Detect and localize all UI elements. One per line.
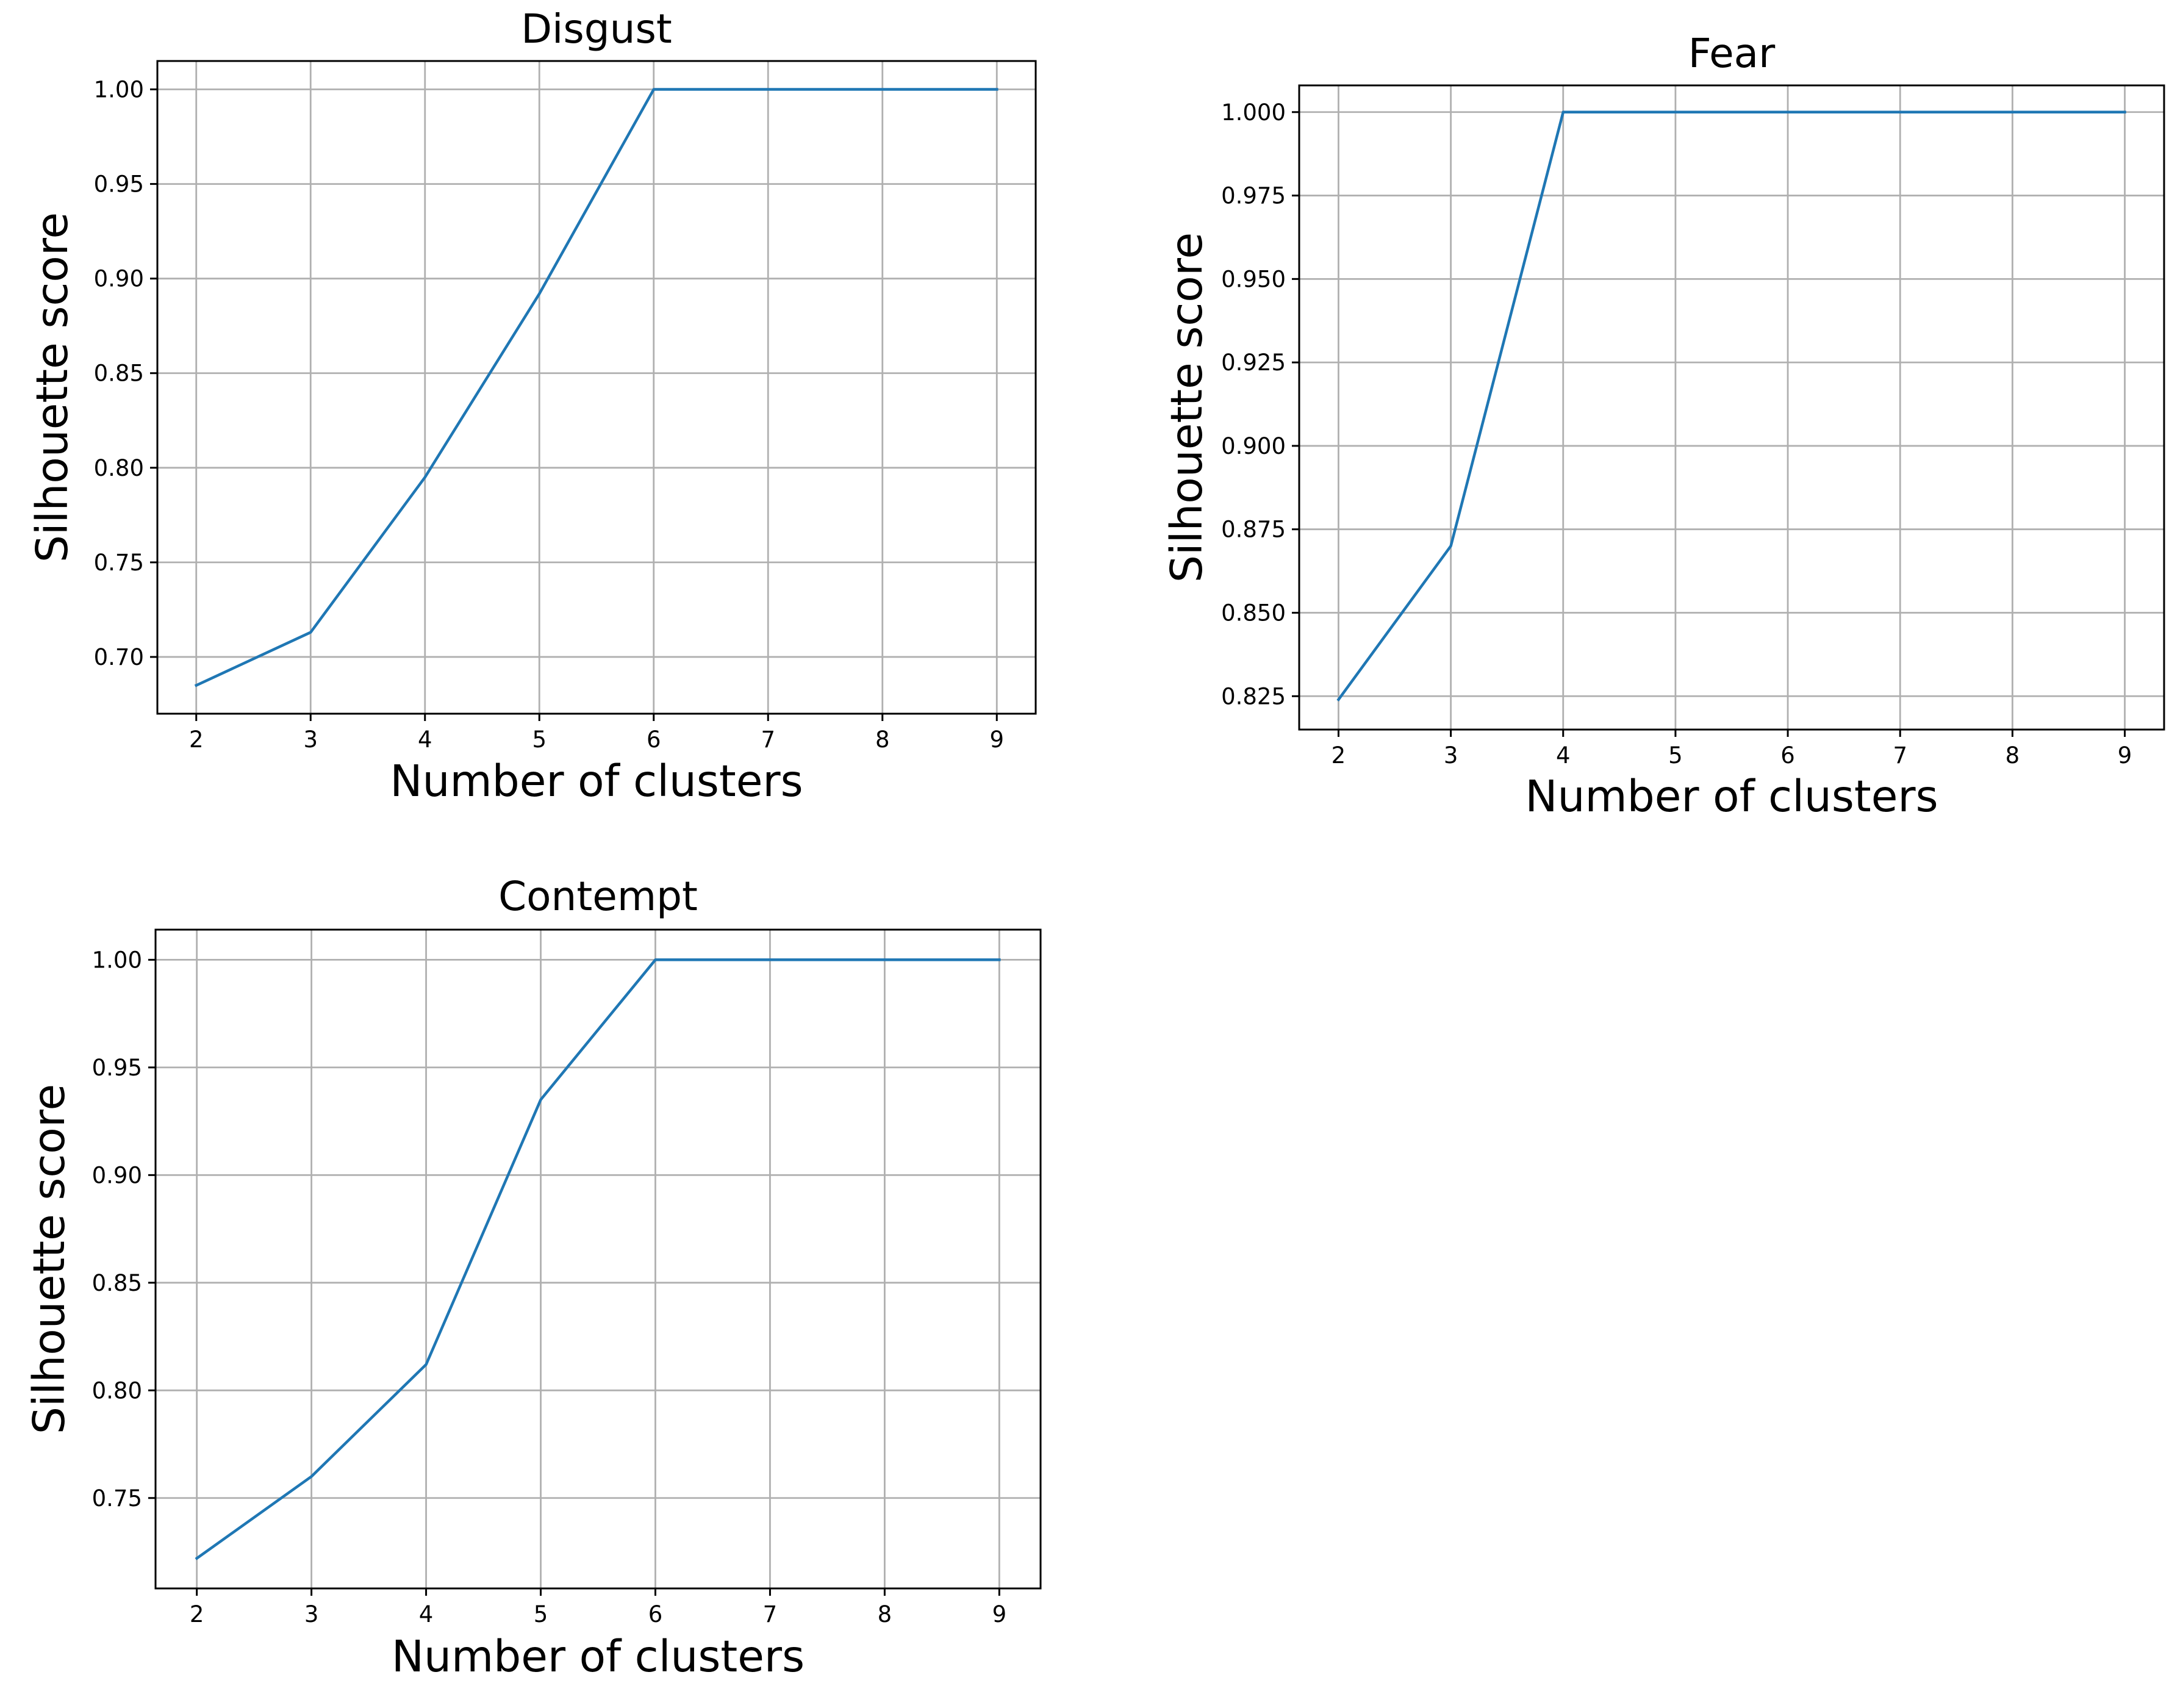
x-tick-label: 7 [761,727,775,753]
x-tick-label: 3 [303,727,318,753]
y-tick-label: 0.95 [92,1055,142,1081]
x-tick-label: 8 [2006,742,2020,769]
x-tick-label: 8 [875,727,890,753]
x-tick-label: 5 [532,727,547,753]
chart-title: Disgust [521,5,672,52]
y-tick-label: 0.80 [94,455,144,481]
chart-fear: 2 3 4 5 6 7 8 9 0.825 0.850 0.875 0.900 0.925 0.950 0.… [1161,30,2165,822]
x-tick-label: 5 [1668,742,1683,769]
y-tick-label: 0.975 [1221,183,1286,209]
y-tick-label: 0.825 [1221,683,1286,709]
y-tick-label: 0.75 [92,1485,142,1512]
x-tick-label: 7 [1893,742,1907,769]
x-tick-label: 4 [418,727,432,753]
y-tick-label: 0.90 [92,1162,142,1188]
y-tick-label: 0.950 [1221,266,1286,292]
y-tick-label: 1.000 [1221,99,1286,126]
x-tick-label: 5 [534,1601,548,1627]
x-tick-label: 4 [1556,742,1571,769]
y-tick-label: 0.95 [94,171,144,198]
x-tick-label: 9 [992,1601,1007,1627]
y-tick-label: 0.70 [94,644,144,670]
x-tick-label: 3 [304,1601,319,1627]
x-tick-label: 4 [419,1601,434,1627]
x-tick-label: 6 [647,727,661,753]
y-tick-label: 0.85 [92,1270,142,1296]
y-tick-label: 0.925 [1221,350,1286,376]
x-tick-label: 7 [763,1601,778,1627]
x-axis-label: Number of clusters [390,756,803,806]
x-tick-label: 2 [189,727,204,753]
y-tick-label: 0.875 [1221,517,1286,543]
chart-contempt: 2 3 4 5 6 7 8 9 0.75 0.80 0.85 0.90 0.95 1.00 Contempt… [24,873,1042,1682]
y-tick-label: 0.900 [1221,433,1286,459]
x-tick-label: 6 [1780,742,1795,769]
chart-title: Contempt [498,873,698,920]
series-line [1336,110,2126,702]
y-tick-label: 1.00 [94,77,144,103]
plot-frame [1298,84,2165,731]
x-tick-label: 6 [648,1601,663,1627]
x-tick-label: 2 [190,1601,204,1627]
x-tick-label: 9 [2118,742,2132,769]
y-axis-label: Silhouette score [1161,232,1212,583]
series-line [194,88,998,687]
y-tick-label: 0.850 [1221,600,1286,626]
x-tick-label: 8 [878,1601,892,1627]
chart-title: Fear [1688,30,1776,77]
x-axis-label: Number of clusters [1525,771,1938,822]
x-axis-label: Number of clusters [392,1631,805,1682]
y-tick-label: 0.90 [94,266,144,292]
chart-disgust: 2 3 4 5 6 7 8 9 0.70 0.75 0.80 0.85 0.90 0.95 1.00 Disg… [27,5,1037,806]
plot-frame [156,60,1037,715]
y-tick-label: 0.75 [94,550,144,576]
plot-frame [154,928,1042,1590]
y-tick-label: 1.00 [92,947,142,973]
y-axis-label: Silhouette score [24,1084,74,1434]
x-tick-label: 3 [1444,742,1458,769]
x-tick-label: 2 [1332,742,1346,769]
y-axis-label: Silhouette score [27,212,77,562]
y-tick-label: 0.85 [94,361,144,387]
y-tick-label: 0.80 [92,1377,142,1404]
x-tick-label: 9 [989,727,1004,753]
series-line [195,958,1001,1560]
